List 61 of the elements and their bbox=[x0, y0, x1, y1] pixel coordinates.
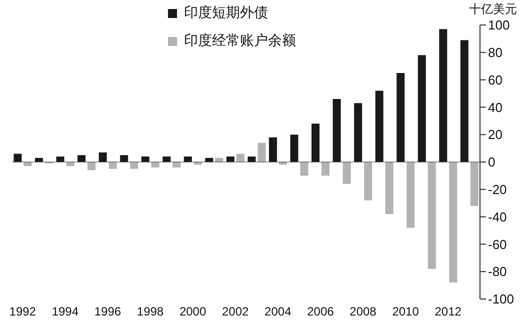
bar bbox=[226, 156, 234, 162]
bar bbox=[364, 162, 372, 200]
x-tick-label: 2006 bbox=[307, 304, 334, 319]
y-tick-label: 100 bbox=[488, 18, 510, 33]
x-tick-label: 2008 bbox=[350, 304, 377, 319]
bar bbox=[300, 162, 308, 176]
bar bbox=[332, 98, 341, 162]
bar bbox=[78, 155, 86, 162]
y-axis-title: 十亿美元 bbox=[469, 1, 517, 18]
bar bbox=[439, 29, 448, 162]
bar bbox=[449, 162, 458, 283]
y-tick-label: -100 bbox=[488, 292, 514, 307]
bar bbox=[98, 152, 107, 162]
x-tick-label: 2002 bbox=[222, 304, 250, 319]
legend-label: 印度短期外债 bbox=[184, 4, 268, 22]
bar bbox=[120, 155, 128, 162]
x-tick-label: 1998 bbox=[136, 304, 164, 319]
bar bbox=[460, 40, 468, 162]
bar bbox=[172, 162, 181, 168]
bar bbox=[342, 162, 351, 184]
bar bbox=[354, 103, 362, 162]
bar bbox=[470, 162, 478, 206]
x-tick-label: 1996 bbox=[94, 304, 122, 319]
bar bbox=[322, 162, 330, 176]
bar bbox=[428, 162, 436, 269]
x-tick-label: 2004 bbox=[264, 304, 292, 319]
y-tick-label: 80 bbox=[488, 45, 502, 60]
bar bbox=[151, 162, 160, 168]
bar bbox=[396, 72, 405, 162]
bar bbox=[375, 90, 384, 162]
x-tick-label: 1992 bbox=[9, 304, 36, 319]
bar bbox=[88, 162, 96, 170]
y-tick-label: 20 bbox=[488, 127, 502, 142]
y-tick-label: 0 bbox=[488, 154, 496, 170]
y-tick-label: 40 bbox=[488, 100, 502, 115]
bar bbox=[290, 134, 298, 162]
bar bbox=[236, 154, 244, 162]
bar bbox=[141, 156, 150, 162]
bar bbox=[14, 154, 22, 162]
legend-label: 印度经常账户余额 bbox=[184, 32, 296, 50]
x-tick-label: 2012 bbox=[434, 304, 462, 319]
bar bbox=[312, 124, 320, 162]
x-tick-label: 2000 bbox=[179, 304, 206, 319]
bar bbox=[162, 156, 171, 162]
y-tick-label: 60 bbox=[488, 72, 502, 88]
bar bbox=[406, 162, 415, 228]
bar bbox=[385, 162, 394, 214]
x-tick-label: 2010 bbox=[392, 304, 420, 319]
bar bbox=[130, 162, 138, 169]
x-tick-label: 1994 bbox=[52, 304, 79, 319]
bar bbox=[56, 156, 64, 162]
bar bbox=[268, 137, 277, 162]
y-tick-label: -80 bbox=[488, 264, 507, 280]
bar bbox=[184, 156, 192, 162]
bar bbox=[258, 142, 266, 162]
y-tick-label: -20 bbox=[488, 182, 507, 198]
bar bbox=[248, 156, 256, 162]
bar bbox=[418, 55, 426, 162]
bar bbox=[108, 162, 117, 169]
y-tick-label: -60 bbox=[488, 236, 507, 252]
y-tick-label: -40 bbox=[488, 209, 507, 224]
